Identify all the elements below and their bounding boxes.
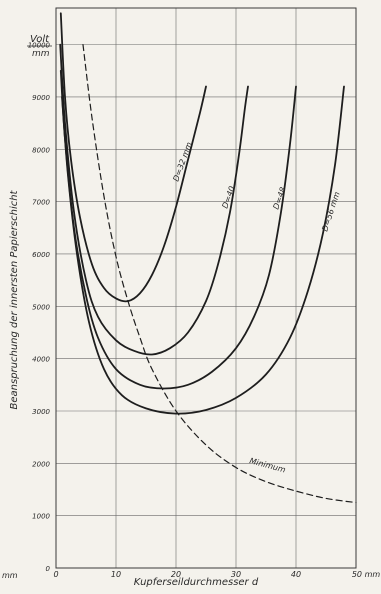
y-tick-label: 5000 [32, 303, 50, 311]
series-line-3 [61, 85, 345, 415]
x-tick-label: 20 [171, 570, 181, 579]
x-tick-label: 50 mm [352, 570, 381, 579]
curve-label-minimum: Minimum [248, 456, 286, 474]
series-line-4 [82, 44, 357, 504]
x-unit-left: mm [2, 571, 18, 580]
y-tick-label: 4000 [32, 356, 50, 364]
curve-label-d48: D=48 [271, 186, 287, 211]
y-tick-label: 3000 [32, 408, 50, 416]
grid [56, 8, 356, 568]
x-tick-label: 10 [111, 570, 121, 579]
y-axis-label: Beanspruchung der innersten Papierschich… [9, 189, 20, 409]
y-unit-top: Volt [30, 34, 50, 45]
plot-frame [55, 7, 357, 569]
y-tick-label: 7000 [32, 199, 50, 207]
series-line-2 [59, 69, 297, 390]
curve-label-d40: D=40 [220, 185, 236, 210]
x-tick-label: 0 [53, 570, 58, 579]
curve-label-d32: D=32 mm [171, 141, 194, 183]
y-tick-label: 1000 [32, 513, 50, 521]
y-unit-bottom: mm [32, 49, 50, 59]
y-tick-label: 2000 [32, 460, 50, 468]
y-tick-label: 8000 [32, 146, 50, 154]
y-tick-label: 0 [46, 565, 51, 573]
y-tick-label: 9000 [32, 94, 50, 102]
x-tick-label: 40 [291, 570, 301, 579]
axes [55, 7, 357, 569]
x-tick-label: 30 [231, 570, 241, 579]
curve-label-d56: D=56 mm [320, 190, 341, 232]
series-group [59, 12, 357, 504]
series-line-1 [59, 43, 249, 356]
y-tick-label: 6000 [32, 251, 50, 259]
x-axis-label: Kupferseildurchmesser d [134, 577, 259, 588]
